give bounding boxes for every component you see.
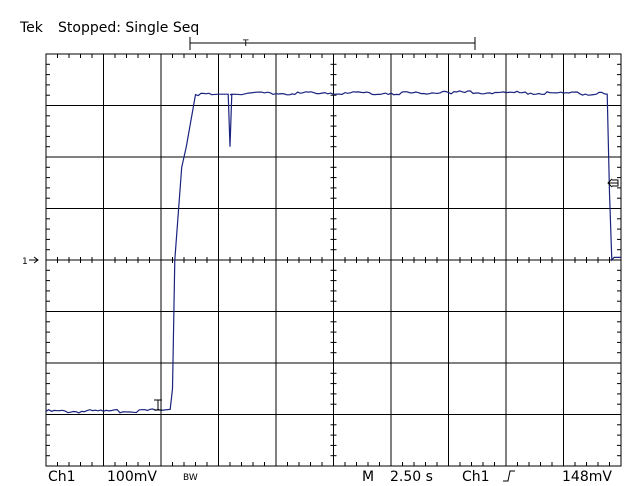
- graticule-ticks: [45, 53, 622, 467]
- trigger-position-marker: T: [242, 39, 249, 49]
- bandwidth-limit-flag: BW: [183, 473, 198, 483]
- channel-ground-marker: 1: [22, 256, 39, 267]
- volts-per-div: 100mV: [107, 469, 157, 485]
- rising-edge-icon: [503, 470, 515, 482]
- record-view-bar: T: [189, 37, 476, 50]
- acquisition-status: Stopped: Single Seq: [58, 20, 199, 36]
- time-per-div: 2.50 s: [390, 469, 433, 485]
- brand-logo: Tek: [19, 20, 44, 36]
- waveform-trace: [45, 90, 621, 414]
- svg-text:1: 1: [22, 257, 28, 267]
- trigger-level: 148mV: [562, 469, 612, 485]
- timebase-mode: M: [362, 469, 374, 485]
- left-arrow-icon: [607, 178, 619, 188]
- cursor-marker: [154, 399, 162, 411]
- channel-label: Ch1: [48, 469, 76, 485]
- trigger-source: Ch1: [462, 469, 490, 485]
